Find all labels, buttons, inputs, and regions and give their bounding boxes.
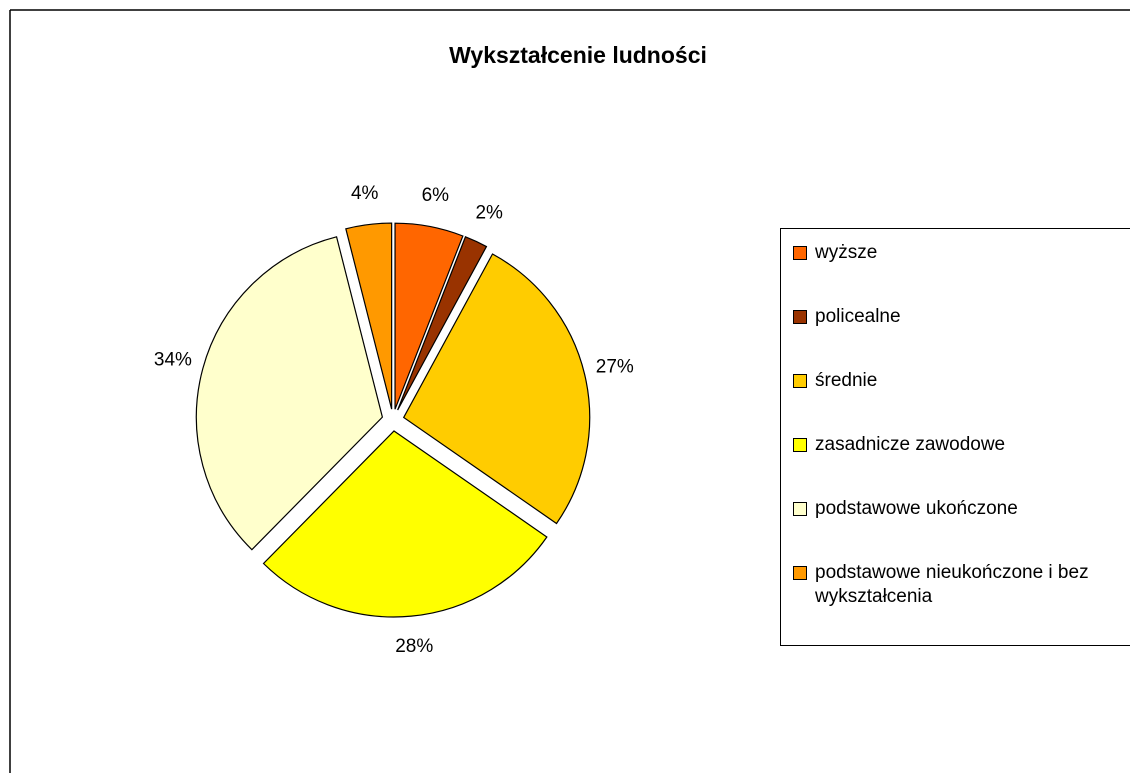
- legend-label: średnie: [815, 370, 878, 391]
- pie-slice: [394, 222, 464, 410]
- legend-item: wyższe: [791, 241, 1130, 265]
- legend-item: zasadnicze zawodowe: [791, 433, 1130, 457]
- legend-label: zasadnicze zawodowe: [815, 434, 1006, 455]
- legend-item: policealne: [791, 305, 1130, 329]
- chart-title: Wykształcenie ludności: [449, 42, 707, 68]
- legend-swatch: [793, 438, 807, 452]
- data-label: 4%: [351, 183, 379, 204]
- data-label: 28%: [395, 636, 433, 657]
- data-label: 27%: [596, 356, 634, 377]
- pie-slice: [397, 236, 488, 411]
- pie-slice: [195, 236, 384, 551]
- legend-item: podstawowe ukończone: [791, 497, 1130, 521]
- legend-item: podstawowe nieukończone i bez wykształce…: [791, 561, 1130, 609]
- legend-label: podstawowe ukończone: [815, 498, 1018, 519]
- pie-slice: [402, 253, 591, 525]
- pie-slice: [345, 222, 393, 410]
- data-label: 2%: [475, 202, 503, 223]
- legend-swatch: [793, 566, 807, 580]
- legend-swatch: [793, 246, 807, 260]
- pie-slice: [262, 430, 548, 618]
- legend-swatch: [793, 502, 807, 516]
- legend-label: podstawowe nieukończone i bez wykształce…: [815, 562, 1089, 607]
- legend-swatch: [793, 310, 807, 324]
- legend-label: wyższe: [815, 242, 878, 263]
- legend-item: średnie: [791, 369, 1130, 393]
- legend: wyższe policealne średnie zasadnicze zawodo…: [780, 228, 1130, 646]
- data-label: 6%: [422, 185, 450, 206]
- data-label: 34%: [154, 349, 192, 370]
- legend-label: policealne: [815, 306, 901, 327]
- legend-swatch: [793, 374, 807, 388]
